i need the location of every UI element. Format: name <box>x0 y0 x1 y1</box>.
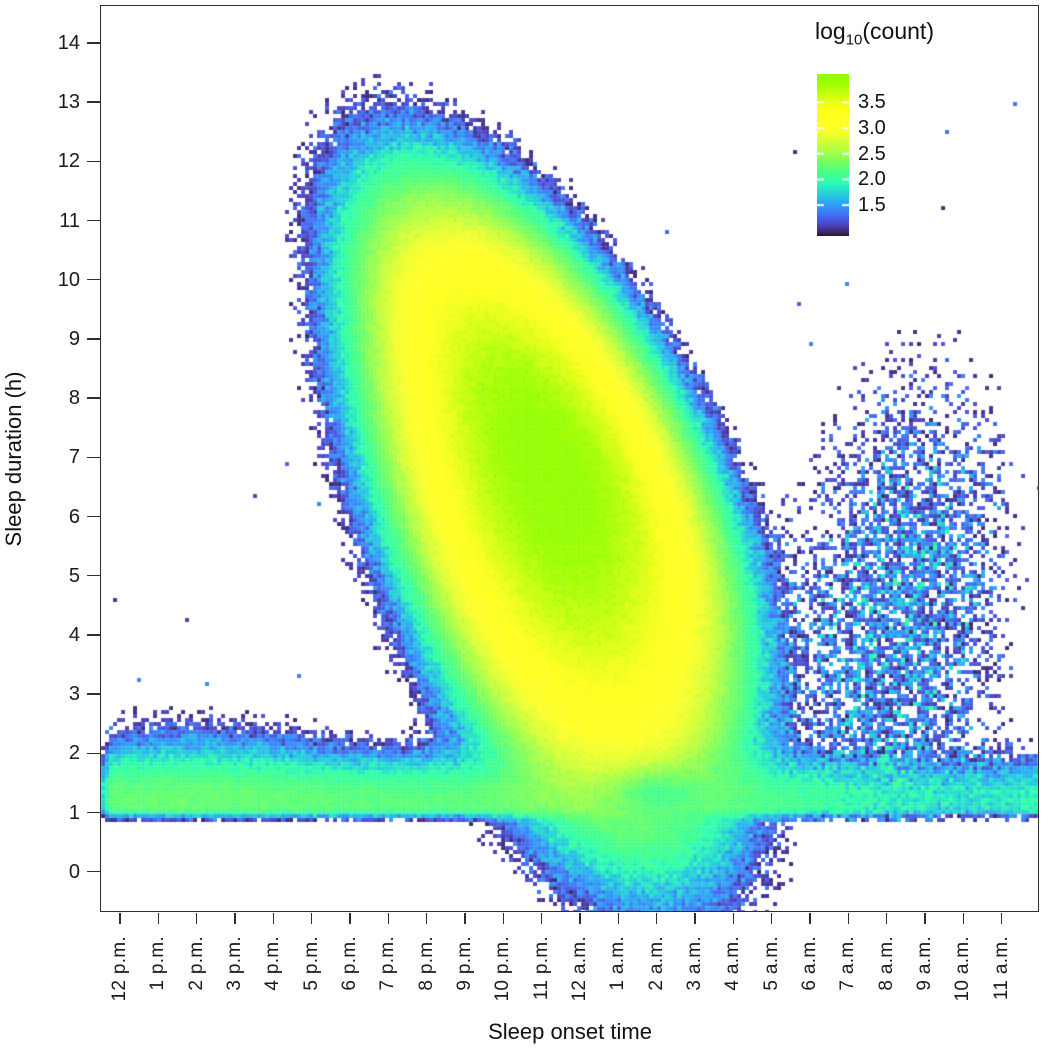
y-tick-label: 2 <box>68 742 80 765</box>
y-axis-tick <box>87 42 100 44</box>
x-axis-tick <box>310 913 313 924</box>
x-tick-label: 5 a.m. <box>760 936 782 991</box>
colorbar-title-subscript: 10 <box>845 31 863 49</box>
x-tick-label: 1 p.m. <box>147 936 169 991</box>
x-tick-label: 6 p.m. <box>338 936 360 991</box>
heatmap-canvas <box>101 6 1038 911</box>
x-tick-label: 11 a.m. <box>990 936 1012 1001</box>
x-tick-label: 9 p.m. <box>453 936 475 991</box>
x-axis-tick <box>770 913 773 924</box>
x-tick-label: 5 p.m. <box>300 936 322 991</box>
x-axis-tick <box>540 913 543 924</box>
y-tick-label: 8 <box>68 387 80 410</box>
x-axis-tick <box>272 913 275 924</box>
x-axis-tick <box>924 913 926 924</box>
y-axis-tick <box>87 397 100 399</box>
x-tick-label: 12 a.m. <box>568 936 590 1002</box>
y-tick-label: 4 <box>68 623 80 646</box>
y-axis-tick <box>87 693 100 695</box>
y-tick-label: 9 <box>68 327 80 350</box>
y-axis-tick <box>87 456 100 459</box>
y-tick-label: 3 <box>68 683 80 706</box>
x-tick-label: 4 a.m. <box>722 936 744 991</box>
x-tick-label: 8 a.m. <box>875 936 897 991</box>
x-tick-label: 4 p.m. <box>262 936 284 991</box>
y-axis-tick <box>87 870 100 873</box>
y-tick-label: 1 <box>68 801 80 824</box>
y-axis-tick <box>87 219 100 222</box>
colorbar-title: log10(count) <box>815 18 934 49</box>
colorbar-tick-label: 3.5 <box>858 91 886 114</box>
x-tick-label: 7 p.m. <box>377 936 399 991</box>
y-axis-tick <box>87 634 100 636</box>
x-tick-label: 3 a.m. <box>683 936 705 991</box>
y-axis-tick <box>87 574 100 577</box>
x-axis-tick <box>502 913 505 924</box>
x-tick-label: 2 a.m. <box>645 936 667 991</box>
x-tick-label: 10 a.m. <box>952 936 974 1002</box>
y-tick-label: 5 <box>68 564 80 587</box>
x-axis-tick <box>655 913 658 924</box>
y-tick-label: 11 <box>59 209 80 232</box>
x-axis-tick <box>349 913 351 924</box>
y-tick-label: 0 <box>68 860 80 883</box>
x-tick-label: 7 a.m. <box>837 936 859 991</box>
colorbar-title-rest: (count) <box>862 18 934 44</box>
x-tick-label: 2 p.m. <box>185 936 207 991</box>
y-axis-tick <box>87 338 100 340</box>
colorbar-title-base: log <box>815 18 846 44</box>
y-axis-tick <box>87 101 100 103</box>
plot-area: log10(count) 3.5 3.0 2.5 2.0 1.5 <box>100 5 1039 912</box>
y-axis-tick <box>87 160 100 163</box>
colorbar-tick-label: 3.0 <box>858 117 886 139</box>
x-axis-tick <box>885 913 888 924</box>
x-tick-label: 1 a.m. <box>607 936 629 991</box>
x-axis-tick <box>119 913 121 924</box>
x-axis-tick <box>847 913 850 924</box>
y-tick-label: 7 <box>68 446 80 469</box>
y-axis-tick <box>87 752 100 755</box>
y-tick-label: 10 <box>57 268 80 291</box>
x-axis-tick <box>157 913 160 924</box>
x-axis-tick <box>195 913 198 924</box>
x-axis-tick <box>732 913 735 924</box>
y-tick-label: 6 <box>68 505 80 528</box>
y-tick-label: 13 <box>57 91 80 114</box>
x-tick-label: 12 p.m. <box>109 936 130 1002</box>
x-axis-tick <box>694 913 696 924</box>
x-tick-label: 11 p.m. <box>530 936 552 1001</box>
x-axis-title: Sleep onset time <box>488 1019 652 1044</box>
colorbar-tick-label: 1.5 <box>858 194 886 217</box>
x-tick-label: 8 p.m. <box>415 936 437 991</box>
y-tick-label: 14 <box>57 31 80 54</box>
y-axis-title: Sleep duration (h) <box>1 371 26 547</box>
y-axis-tick <box>87 811 100 814</box>
x-axis-tick <box>617 913 620 924</box>
x-tick-label: 3 p.m. <box>223 936 245 991</box>
x-axis-tick <box>1000 913 1003 924</box>
x-tick-label: 10 p.m. <box>492 936 514 1002</box>
y-axis-tick <box>87 515 100 518</box>
colorbar-tick-label: 2.0 <box>858 168 886 191</box>
x-axis-tick <box>464 913 466 924</box>
x-axis-tick <box>579 913 581 924</box>
x-tick-label: 6 a.m. <box>798 936 820 991</box>
x-axis-tick <box>387 913 390 924</box>
x-tick-label: 9 a.m. <box>913 936 935 991</box>
x-axis-tick <box>234 913 236 924</box>
x-axis-tick <box>425 913 428 924</box>
y-axis-tick <box>87 278 100 281</box>
colorbar-tick-label: 2.5 <box>858 142 886 165</box>
colorbar-gradient <box>817 74 849 236</box>
y-tick-label: 12 <box>57 150 80 173</box>
x-axis-tick <box>962 913 965 924</box>
x-axis-tick <box>809 913 811 924</box>
